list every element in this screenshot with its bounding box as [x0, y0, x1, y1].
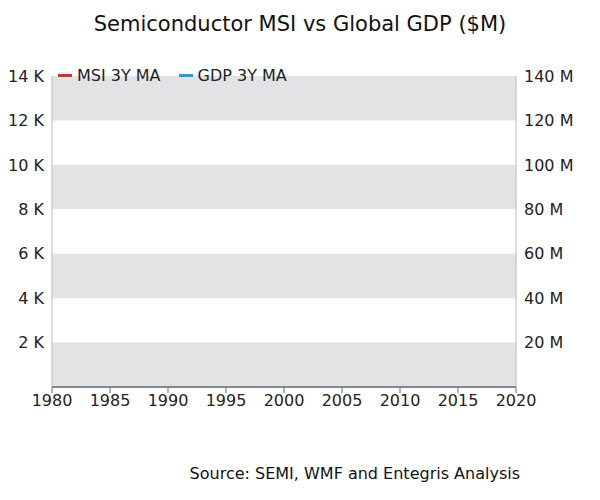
html-text:Semiconductor MSI vs Global GD: Semiconductor MSI vs Global GDP ($M): [93, 12, 507, 36]
svg-text:20 M: 20 M: [524, 333, 563, 352]
svg-text:2015: 2015: [438, 391, 479, 410]
svg-text:120 M: 120 M: [524, 111, 573, 130]
svg-text:40 M: 40 M: [524, 289, 563, 308]
svg-text:1980: 1980: [32, 391, 73, 410]
svg-text:60 M: 60 M: [524, 244, 563, 263]
svg-text:1990: 1990: [148, 391, 189, 410]
svg-text:10 K: 10 K: [8, 156, 44, 175]
svg-text:100 M: 100 M: [524, 156, 573, 175]
svg-text:1985: 1985: [90, 391, 131, 410]
svg-text:80 M: 80 M: [524, 200, 563, 219]
svg-text:2005: 2005: [322, 391, 363, 410]
html-text:GDP 3Y MA: GDP 3Y MA: [197, 66, 287, 85]
svg-text:12 K: 12 K: [8, 111, 44, 130]
html-text:MSI 3Y MA: MSI 3Y MA: [77, 66, 161, 85]
svg-text:6 K: 6 K: [18, 244, 44, 263]
svg-text:2000: 2000: [264, 391, 305, 410]
svg-text:8 K: 8 K: [18, 200, 44, 219]
html-text:Source: SEMI, WMF and Entegris: Source: SEMI, WMF and Entegris Analysis: [189, 464, 520, 483]
svg-text:4 K: 4 K: [18, 289, 44, 308]
svg-text:1995: 1995: [206, 391, 247, 410]
svg-text:14 K: 14 K: [8, 67, 44, 86]
svg-text:2010: 2010: [380, 391, 421, 410]
svg-text:140 M: 140 M: [524, 67, 573, 86]
svg-text:2 K: 2 K: [18, 333, 44, 352]
svg-text:2020: 2020: [496, 391, 537, 410]
